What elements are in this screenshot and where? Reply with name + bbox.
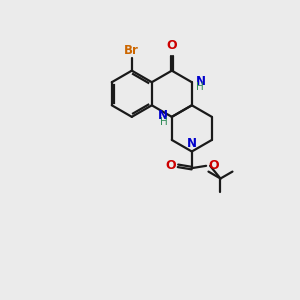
Text: H: H [160,117,168,127]
Text: N: N [158,109,168,122]
Text: O: O [167,39,177,52]
Text: O: O [208,159,219,172]
Text: H: H [196,82,204,92]
Text: N: N [187,137,197,150]
Text: Br: Br [124,44,139,57]
Text: N: N [196,74,206,88]
Text: O: O [166,159,176,172]
